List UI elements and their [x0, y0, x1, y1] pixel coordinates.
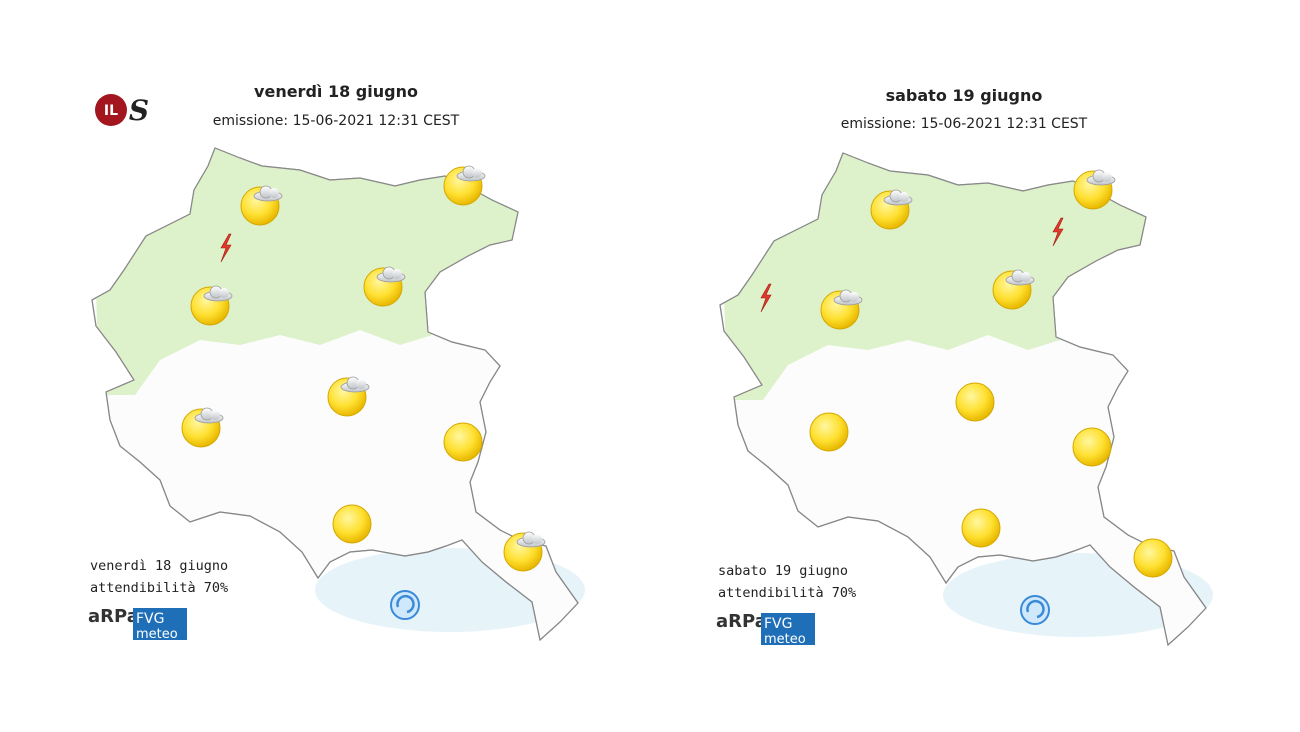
lightning-icon — [1052, 217, 1064, 247]
cloud-icon — [833, 289, 863, 306]
cloud-part — [269, 188, 279, 198]
cloud-icon — [340, 376, 370, 393]
cloud-icon — [516, 531, 546, 548]
sun-icon — [332, 504, 372, 544]
cloud-part — [1102, 172, 1112, 182]
lightning-icon — [220, 233, 232, 263]
logo-badge-text: IL — [104, 103, 118, 119]
issue-time: emissione: 15-06-2021 12:31 CEST — [841, 116, 1088, 132]
sea-state-arrow — [1026, 599, 1045, 619]
logo-badge — [95, 94, 127, 126]
map-title: sabato 19 giugno — [886, 86, 1043, 105]
cloud-part — [472, 168, 482, 178]
cloud-icon — [253, 185, 283, 202]
cloud-part — [392, 269, 402, 279]
cloud-part — [210, 410, 220, 420]
brand-box — [761, 613, 815, 645]
map-title: venerdì 18 giugno — [254, 82, 418, 101]
map-border — [719, 152, 1207, 647]
cloud-icon — [203, 285, 233, 302]
cloud-icon — [456, 165, 486, 182]
reliability: attendibilità 70% — [90, 580, 228, 596]
forecast-panel: venerdì 18 giugno emissione: 15-06-2021 1… — [88, 82, 585, 642]
lightning-icon — [760, 283, 772, 313]
sun-icon — [809, 412, 849, 452]
cloud-icon — [1005, 269, 1035, 286]
sun-icon — [443, 422, 483, 462]
cloud-part — [219, 288, 229, 298]
brand-meteo: meteo — [136, 627, 178, 642]
cloud-icon — [194, 407, 224, 424]
brand-arpa: aRPa — [716, 611, 767, 632]
forecast-date: venerdì 18 giugno — [90, 558, 228, 574]
reliability: attendibilità 70% — [718, 585, 856, 601]
sun-icon — [955, 382, 995, 422]
logo: IL S — [95, 94, 149, 127]
brand-fvg: FVG — [136, 611, 164, 627]
sun-icon — [1072, 427, 1112, 467]
sea-state-arrow — [396, 594, 415, 614]
issue-time: emissione: 15-06-2021 12:31 CEST — [213, 113, 460, 129]
brand-fvg: FVG — [764, 616, 792, 632]
map-border — [91, 147, 579, 642]
cloud-part — [899, 192, 909, 202]
brand-arpa: aRPa — [88, 606, 139, 627]
sun-icon — [1133, 538, 1173, 578]
forecast-panel: sabato 19 giugno emissione: 15-06-2021 12… — [716, 86, 1213, 647]
mountain-area — [720, 153, 1158, 400]
cloud-icon — [376, 266, 406, 283]
brand-box — [133, 608, 187, 640]
cloud-icon — [883, 189, 913, 206]
cloud-part — [532, 534, 542, 544]
sun-icon — [961, 508, 1001, 548]
cloud-icon — [1086, 169, 1116, 186]
cloud-part — [849, 292, 859, 302]
mountain-area — [92, 148, 530, 395]
brand-meteo: meteo — [764, 632, 806, 647]
cloud-part — [356, 379, 366, 389]
logo-glyph: S — [129, 94, 149, 127]
forecast-date: sabato 19 giugno — [718, 563, 848, 579]
cloud-part — [1021, 272, 1031, 282]
